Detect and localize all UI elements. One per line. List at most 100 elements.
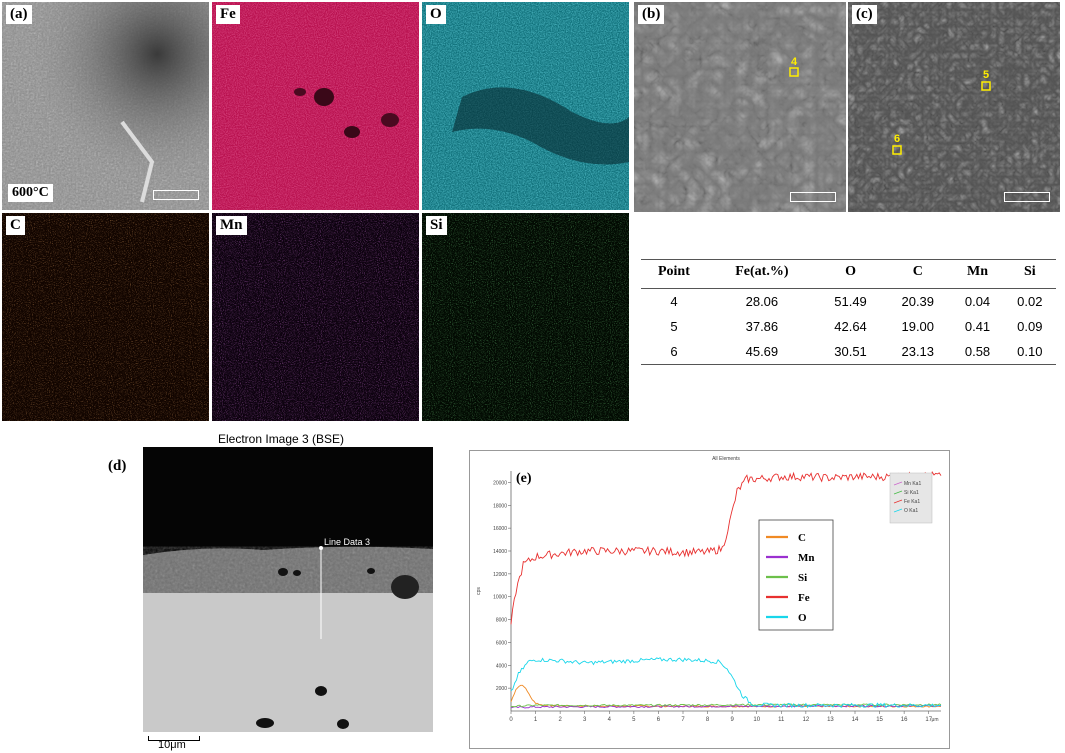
- inset-legend-swatch: [893, 490, 903, 495]
- panel-label-c: (c): [852, 5, 877, 24]
- series-line-c: [510, 684, 941, 708]
- point-4-marker: [789, 67, 799, 77]
- panel-label-e: (e): [516, 471, 532, 486]
- y-tick-label: 4000: [496, 663, 507, 669]
- x-tick-label: 13: [827, 717, 834, 723]
- y-tick-label: 8000: [496, 618, 507, 624]
- inset-legend-box: [889, 472, 933, 524]
- table-cell: 45.69: [706, 339, 817, 365]
- c-map-texture: [2, 213, 209, 421]
- temperature-label: 600°C: [8, 184, 53, 202]
- x-tick-label: 3: [583, 717, 587, 723]
- panel-label-b: (b): [638, 5, 665, 24]
- table-cell: 0.02: [1017, 294, 1043, 309]
- table-header-row: Point Fe(at.%) O C Mn Si: [641, 259, 1056, 289]
- table-cell: 0.41: [964, 319, 991, 334]
- inset-legend-swatch: [893, 499, 903, 504]
- x-tick-label: 11: [778, 717, 785, 723]
- legend-box: [758, 519, 834, 631]
- table-cell: 20.39: [901, 294, 935, 309]
- x-tick-label: 4: [608, 717, 612, 723]
- bse-image-title: Electron Image 3 (BSE): [218, 432, 345, 446]
- table-row: 6 45.69 30.51 23.13 0.58 0.10: [641, 339, 1056, 365]
- c-map-panel: C: [2, 213, 209, 421]
- col-header-fe: Fe(at.%): [706, 259, 817, 289]
- table-cell: 6: [641, 339, 707, 365]
- composition-table: Point Fe(at.%) O C Mn Si 4 28.06 51.49 2…: [641, 259, 1056, 365]
- inset-legend-swatch: [893, 481, 903, 486]
- o-map-label: O: [426, 5, 446, 24]
- x-tick-label: 9: [730, 717, 734, 723]
- legend-label-si: Si: [798, 572, 807, 584]
- point-4-label: 4: [791, 56, 798, 68]
- legend-label-c: C: [798, 532, 806, 544]
- mn-map-label: Mn: [216, 216, 247, 235]
- table-cell: 0.58: [951, 339, 1004, 365]
- inset-legend-label: Fe Ka1: [904, 499, 920, 505]
- y-tick-label: 20000: [493, 480, 507, 486]
- x-tick-label: 0: [509, 717, 513, 723]
- series-line-si: [510, 703, 942, 708]
- table-cell: 51.49: [834, 294, 867, 309]
- inset-legend-swatch: [893, 508, 903, 513]
- y-tick-label: 18000: [493, 503, 507, 509]
- si-map-label: Si: [426, 216, 447, 235]
- series-line-fe: [510, 471, 942, 625]
- table-cell: 30.51: [816, 339, 885, 365]
- si-map-texture: [422, 213, 629, 421]
- y-tick-label: 10000: [493, 595, 507, 601]
- y-axis-label: cps: [476, 587, 482, 595]
- y-tick-label: 16000: [493, 526, 507, 532]
- sem-panel-b: 4 (b): [634, 2, 846, 212]
- inset-legend-label: Si Ka1: [904, 490, 919, 496]
- col-header-o: O: [816, 259, 885, 289]
- legend-label-fe: Fe: [798, 592, 810, 604]
- table-cell: 4: [670, 294, 678, 309]
- mn-map-panel: Mn: [212, 213, 419, 421]
- fe-map-panel: Fe: [212, 2, 419, 210]
- x-tick-label: 6: [657, 717, 661, 723]
- o-map-panel: O: [422, 2, 629, 210]
- x-tick-label: 15: [876, 717, 883, 723]
- point-6-label: 6: [894, 133, 900, 145]
- o-map-texture: [422, 2, 629, 210]
- x-tick-label: 1: [534, 717, 538, 723]
- bse-scale-label: 10μm: [158, 739, 186, 751]
- point-5-marker: [981, 81, 991, 91]
- x-tick-label: 5: [632, 717, 636, 723]
- line-data-label: Line Data 3: [324, 537, 370, 547]
- scale-bar: [153, 190, 199, 200]
- panel-label-d: (d): [108, 458, 127, 474]
- col-header-si: Si: [1003, 259, 1056, 289]
- x-tick-label: 7: [681, 717, 685, 723]
- table-cell: 19.00: [901, 319, 935, 334]
- x-axis-label: μm: [931, 717, 938, 723]
- table-cell: 23.13: [884, 339, 952, 365]
- scale-bar-b: [790, 192, 836, 202]
- table-cell: 0.04: [964, 294, 991, 309]
- sem-panel-c: 5 6 (c): [848, 2, 1060, 212]
- bse-scale-bar: [148, 736, 200, 741]
- table-row: 5 37.86 42.64 19.00 0.41 0.09: [641, 314, 1056, 339]
- panel-label-a: (a): [6, 5, 32, 24]
- point-6-marker: [892, 145, 902, 155]
- c-map-label: C: [6, 216, 25, 235]
- table-row: 4 28.06 51.49 20.39 0.04 0.02: [641, 289, 1056, 315]
- mn-map-texture: [212, 213, 419, 421]
- y-tick-label: 2000: [496, 686, 507, 692]
- fe-map-texture: [212, 2, 419, 210]
- col-header-point: Point: [641, 259, 707, 289]
- sem-panel-a: (a) 600°C: [2, 2, 209, 210]
- x-tick-label: 12: [803, 717, 810, 723]
- table-cell: 28.06: [745, 294, 779, 309]
- inset-legend-label: Mn Ka1: [904, 481, 921, 487]
- si-map-panel: Si: [422, 213, 629, 421]
- legend-label-o: O: [798, 612, 807, 624]
- y-tick-label: 14000: [493, 549, 507, 555]
- chart-title: All Elements: [712, 456, 740, 462]
- col-header-c: C: [884, 259, 952, 289]
- legend-label-mn: Mn: [798, 552, 815, 564]
- table-cell: 37.86: [745, 319, 779, 334]
- y-tick-label: 6000: [496, 640, 507, 646]
- chart-frame: All Elements 0 1 2 3 4 5 6 7 8 9 10 11 12 13 14 15 16 17 20…: [469, 450, 950, 749]
